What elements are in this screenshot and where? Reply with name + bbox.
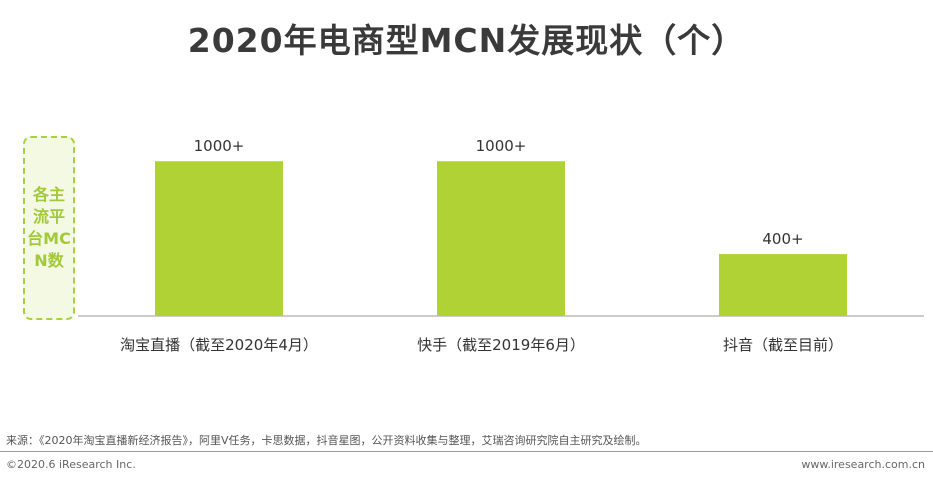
y-axis-label-box: 各主流平台MCN数 — [23, 136, 75, 320]
y-axis-label: 各主流平台MCN数 — [27, 185, 71, 270]
bar-chart: 1000+ 淘宝直播（截至2020年4月） 1000+ 快手（截至2019年6月） 40… — [78, 137, 924, 354]
bar — [719, 254, 847, 316]
website-link[interactable]: www.iresearch.com.cn — [801, 458, 925, 471]
bar-value-label: 400+ — [762, 230, 803, 248]
bar — [155, 161, 283, 316]
category-label: 快手（截至2019年6月） — [417, 336, 585, 354]
category-label: 抖音（截至目前） — [723, 336, 843, 354]
copyright-text: ©2020.6 iResearch Inc. — [6, 458, 136, 471]
bar-value-label: 1000+ — [194, 137, 245, 155]
bar-value-label: 1000+ — [476, 137, 527, 155]
bar — [437, 161, 565, 316]
category-label: 淘宝直播（截至2020年4月） — [120, 336, 318, 354]
bar-chart-svg: 1000+ 淘宝直播（截至2020年4月） 1000+ 快手（截至2019年6月） 40… — [78, 137, 924, 354]
footer-divider — [0, 451, 933, 452]
chart-title: 2020年电商型MCN发展现状（个） — [187, 21, 746, 60]
source-note: 来源：《2020年淘宝直播新经济报告》，阿里V任务，卡思数据，抖音星图，公开资料… — [6, 434, 647, 447]
